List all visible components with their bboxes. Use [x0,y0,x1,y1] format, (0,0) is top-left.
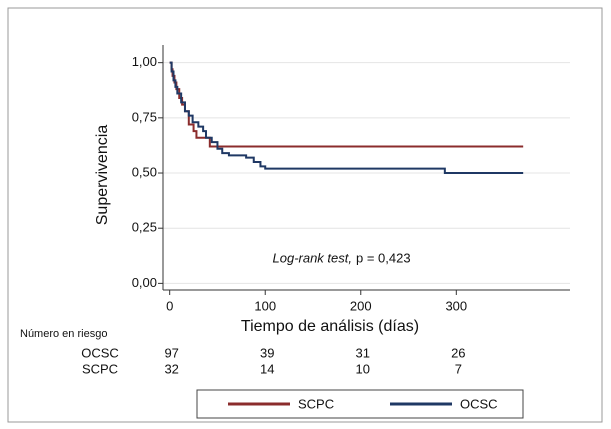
y-tick-label: 1,00 [132,54,157,69]
x-tick-label: 0 [166,298,173,313]
x-tick-label: 200 [350,298,372,313]
risk-row-name: SCPC [82,361,118,376]
annotation-italic: Log-rank test, [273,250,353,265]
y-tick-label: 0,25 [132,220,157,235]
legend-label: SCPC [298,396,334,411]
risk-value: 7 [455,361,462,376]
risk-row-name: OCSC [81,345,119,360]
x-tick-label: 100 [254,298,276,313]
risk-value: 32 [164,361,178,376]
y-tick-label: 0,75 [132,109,157,124]
risk-value: 97 [164,345,178,360]
y-tick-label: 0,00 [132,275,157,290]
y-axis-label: Supervivencia [94,125,111,226]
legend-label: OCSC [460,396,498,411]
annotation: p = 0,423 [356,250,411,265]
risk-table-title: Número en riesgo [20,328,107,340]
x-tick-label: 300 [445,298,467,313]
risk-value: 26 [451,345,465,360]
risk-value: 14 [260,361,274,376]
frame [7,7,603,423]
risk-value: 10 [356,361,370,376]
y-tick-label: 0,50 [132,164,157,179]
x-axis-label: Tiempo de análisis (días) [241,318,419,335]
risk-value: 31 [356,345,370,360]
risk-value: 39 [260,345,274,360]
survival-curve [169,61,524,175]
